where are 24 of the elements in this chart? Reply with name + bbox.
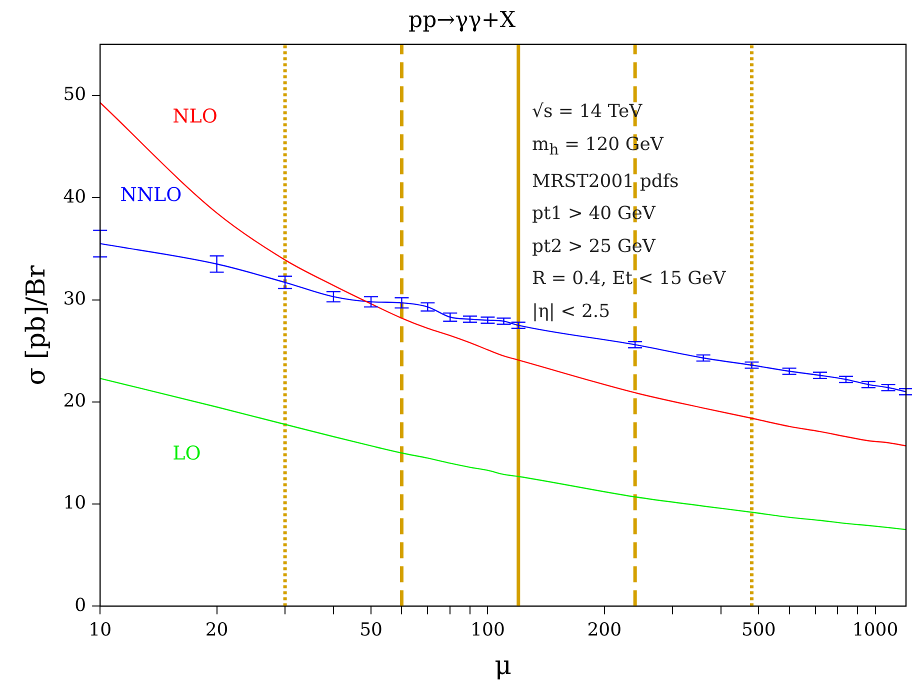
x-tick-label: 20 [205,620,228,641]
y-tick-label: 40 [63,186,86,208]
x-tick-label: 100 [470,620,505,641]
text: NNLO [120,184,182,206]
y-tick-label: 0 [74,594,86,616]
y-tick-label: 50 [63,84,86,106]
series-label: NLO [172,105,218,128]
x-tick-label: 50 [360,620,382,641]
chart-title: pp→γγ+X [408,8,516,33]
y-tick-label: 20 [63,390,86,412]
text: LO [172,442,201,464]
y-tick-label: 10 [63,492,86,514]
annotation: |η| < 2.5 [532,300,612,324]
annotation: MRST2001 pdfs [532,170,680,194]
annotation: R = 0.4, Et < 15 GeV [532,267,726,292]
x-tick-label: 10 [88,620,112,641]
annotation: pt2 > 25 GeV [532,234,657,259]
x-tick-label: 500 [741,620,776,641]
y-axis-title: σ [pb]/Br [21,264,52,386]
annotation: √s = 14 TeV [532,100,644,124]
x-axis-title: μ [494,651,512,682]
x-tick-label: 200 [587,620,622,641]
x-tick-label: 1000 [852,620,898,641]
y-tick-label: 30 [63,288,86,310]
